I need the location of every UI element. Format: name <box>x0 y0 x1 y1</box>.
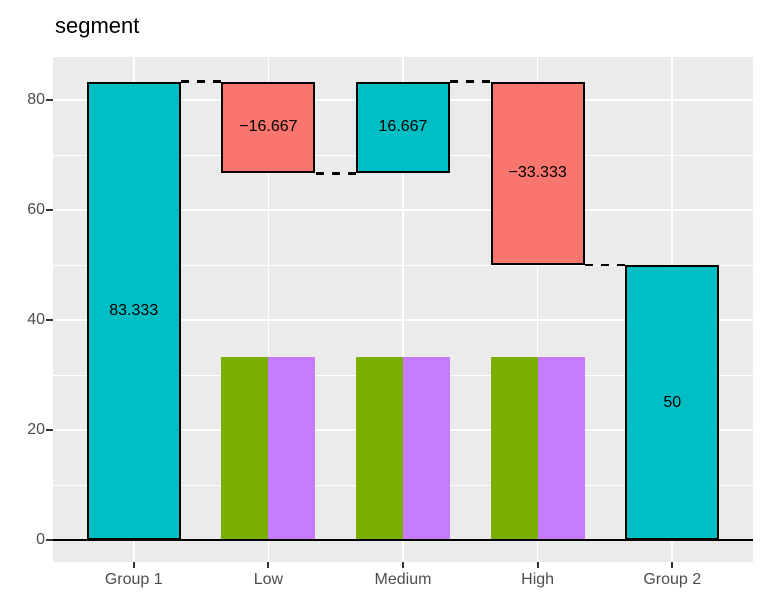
group-bar-purple <box>537 356 585 540</box>
x-gridline <box>536 57 539 562</box>
x-tick <box>402 562 404 568</box>
connector-line <box>180 80 222 83</box>
bar-value-label: 50 <box>663 393 682 411</box>
y-tick-label: 60 <box>27 201 45 218</box>
x-tick-label: Low <box>253 571 284 588</box>
y-tick-label: 0 <box>36 531 45 548</box>
y-tick <box>46 319 53 321</box>
connector-line <box>450 80 491 83</box>
x-tick <box>267 562 270 568</box>
group-bar-green <box>221 356 269 540</box>
x-gridline <box>402 57 404 562</box>
group-bar-purple <box>268 356 316 540</box>
bar-value-label: 83.333 <box>109 301 159 319</box>
y-tick-label: 80 <box>27 91 45 108</box>
x-tick <box>671 562 674 568</box>
y-tick-label: 40 <box>27 311 45 328</box>
y-tick <box>46 99 53 101</box>
x-tick-label: Group 1 <box>104 571 163 588</box>
waterfall-bar: 50 <box>625 265 720 540</box>
x-tick-label: Medium <box>374 571 432 588</box>
group-bar-green <box>490 356 538 540</box>
connector-line <box>315 172 356 175</box>
x-tick <box>536 562 539 568</box>
y-tick <box>46 539 53 541</box>
y-tick-label: 20 <box>27 421 45 438</box>
connector-line <box>584 263 626 267</box>
waterfall-bar: 16.667 <box>355 81 451 174</box>
bar-value-label: −33.333 <box>508 164 567 182</box>
waterfall-bar: 83.333 <box>86 81 181 540</box>
plot-panel: 0 20 40 60 80 Group 1 Low Medium High Group 2 83.3… <box>27 57 753 588</box>
waterfall-bar: −33.333 <box>490 81 585 265</box>
group-bar-purple <box>403 356 451 540</box>
x-tick-label: Group 2 <box>643 571 702 588</box>
y-tick <box>46 429 53 431</box>
bar-value-label: −16.667 <box>239 118 298 136</box>
x-gridline <box>267 57 270 562</box>
plot-title: segment <box>55 13 140 38</box>
x-tick <box>132 562 135 568</box>
group-bar-green <box>355 356 403 540</box>
bar-value-label: 16.667 <box>378 118 428 136</box>
y-tick <box>46 209 53 211</box>
baseline <box>53 539 753 541</box>
waterfall-bar: −16.667 <box>221 81 316 174</box>
x-tick-label: High <box>521 571 555 588</box>
